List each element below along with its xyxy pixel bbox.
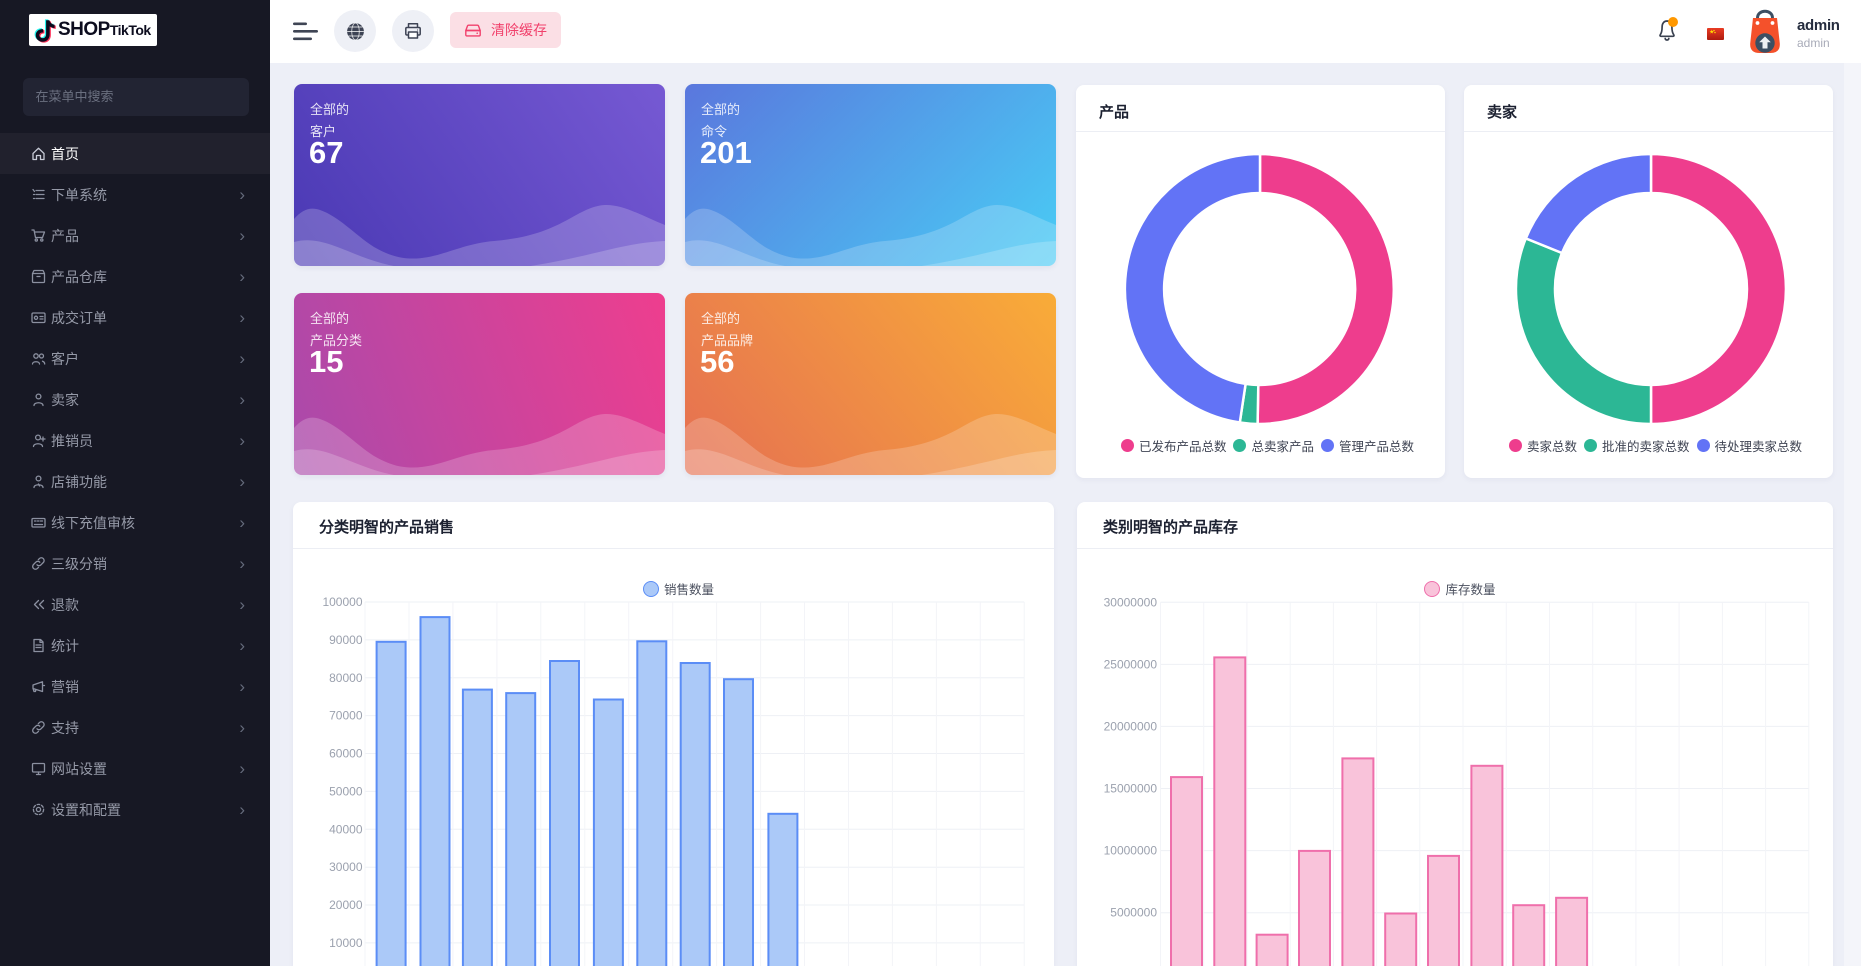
svg-text:10000: 10000 [329, 936, 363, 950]
svg-text:90000: 90000 [329, 633, 363, 647]
svg-text:80000: 80000 [329, 671, 363, 685]
svg-text:★: ★ [1709, 28, 1714, 35]
svg-text:25000000: 25000000 [1104, 657, 1158, 671]
svg-text:100000: 100000 [322, 595, 362, 609]
svg-text:5000000: 5000000 [1110, 906, 1157, 920]
svg-text:20000: 20000 [329, 898, 363, 912]
svg-text:15000000: 15000000 [1104, 782, 1158, 796]
svg-text:20000000: 20000000 [1104, 719, 1158, 733]
svg-text:70000: 70000 [329, 709, 363, 723]
svg-text:60000: 60000 [329, 747, 363, 761]
svg-text:30000: 30000 [329, 860, 363, 874]
svg-text:10000000: 10000000 [1104, 844, 1158, 858]
svg-text:50000: 50000 [329, 784, 363, 798]
svg-text:40000: 40000 [329, 822, 363, 836]
svg-text:30000000: 30000000 [1104, 595, 1158, 609]
